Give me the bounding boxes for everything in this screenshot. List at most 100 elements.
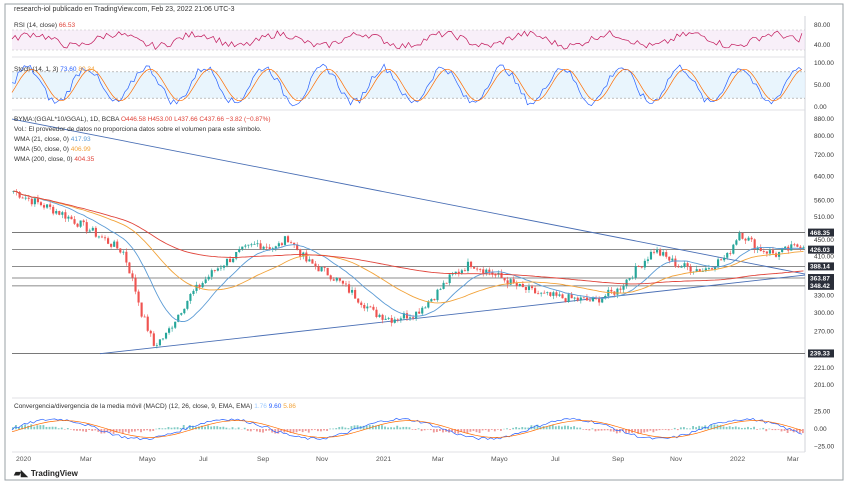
- candle-body: [30, 198, 33, 205]
- stoch-tick-label: 0.00: [814, 104, 827, 111]
- candle-body: [585, 297, 588, 301]
- macd-histogram-bar: [225, 427, 228, 430]
- candle-body: [323, 267, 326, 268]
- macd-histogram-bar: [60, 427, 63, 430]
- candle-body: [720, 259, 723, 261]
- wma50-line: [13, 190, 804, 304]
- tradingview-logo[interactable]: ▰◣ TradingView: [14, 468, 78, 479]
- macd-signal-value: 5.86: [283, 403, 296, 410]
- candle-body: [759, 247, 762, 252]
- macd-histogram-bar: [585, 429, 588, 431]
- macd-histogram-bar: [439, 429, 441, 432]
- macd-histogram-bar: [152, 429, 155, 431]
- candle-body: [695, 269, 698, 272]
- candle-body: [259, 243, 262, 249]
- rsi-tick-label: 80.00: [814, 22, 831, 29]
- candle-body: [49, 204, 52, 207]
- stoch-k-value: 73.60: [60, 66, 77, 73]
- candle-body: [415, 311, 418, 319]
- stoch-title: Stoch (14, 1, 3): [14, 66, 59, 73]
- macd-histogram-bar: [27, 425, 30, 430]
- macd-histogram-bar: [652, 429, 655, 433]
- level-price-tag-label: 239.33: [810, 351, 830, 358]
- candle-body: [698, 269, 701, 272]
- candle-body: [241, 246, 244, 250]
- candle-body: [424, 307, 427, 309]
- macd-histogram-bar: [475, 429, 478, 433]
- macd-tick-label: 0.00: [814, 426, 827, 433]
- candle-body: [469, 261, 473, 268]
- macd-histogram-bar: [664, 429, 667, 430]
- rsi-value: 66.53: [58, 22, 76, 29]
- level-price-tag-label: 348.42: [810, 283, 830, 290]
- candle-body: [192, 290, 195, 294]
- level-price-tag-label: 388.14: [810, 264, 830, 271]
- macd-histogram-bar: [368, 425, 371, 430]
- macd-histogram-bar: [750, 428, 752, 430]
- candle-body: [79, 220, 82, 227]
- macd-histogram-bar: [231, 427, 234, 430]
- macd-histogram-bar: [204, 426, 206, 430]
- candle-body: [768, 250, 771, 254]
- wma50-legend: WMA (50, close, 0) 406.99: [14, 146, 91, 153]
- candle-body: [683, 263, 686, 267]
- macd-histogram-bar: [381, 425, 383, 430]
- rsi-band: [12, 30, 805, 50]
- candle-body: [344, 283, 348, 285]
- candle-body: [277, 243, 280, 247]
- macd-histogram-bar: [188, 425, 191, 430]
- candle-body: [460, 270, 463, 274]
- candle-body: [329, 275, 332, 280]
- time-axis-label: 2020: [16, 456, 31, 463]
- candle-body: [213, 270, 216, 271]
- candle-body: [387, 317, 390, 319]
- candle-body: [107, 238, 110, 244]
- macd-histogram-bar: [707, 426, 710, 430]
- published-header: research-iol publicado en TradingView.co…: [14, 6, 235, 13]
- wma200-value: 404.35: [74, 156, 95, 163]
- macd-histogram-bar: [329, 428, 332, 430]
- candle-body: [521, 283, 524, 288]
- candle-body: [363, 304, 366, 309]
- candle-body: [665, 252, 668, 257]
- candle-body: [314, 263, 317, 267]
- candle-body: [744, 238, 747, 241]
- candle-body: [747, 237, 750, 241]
- candle-body: [85, 222, 88, 232]
- macd-histogram-bar: [82, 429, 84, 432]
- macd-histogram-bar: [332, 428, 335, 430]
- macd-histogram-bar: [103, 429, 106, 434]
- candle-body: [283, 236, 287, 245]
- macd-histogram-bar: [798, 429, 801, 434]
- candle-body: [122, 251, 125, 253]
- macd-histogram-bar: [39, 425, 42, 430]
- candle-body: [637, 266, 640, 267]
- macd-histogram-bar: [545, 426, 548, 430]
- candle-body: [729, 252, 732, 254]
- candle-body: [271, 248, 274, 250]
- macd-signal-line: [11, 420, 803, 438]
- candle-body: [643, 260, 646, 268]
- candle-body: [509, 279, 512, 285]
- macd-line-value: 9.60: [268, 403, 282, 410]
- candle-body: [143, 316, 146, 318]
- price-tick-label: 410.00: [814, 254, 834, 261]
- macd-histogram-bar: [365, 425, 368, 430]
- candle-body: [710, 268, 714, 270]
- candle-body: [36, 198, 39, 203]
- candle-body: [384, 318, 387, 320]
- price-tick-label: 880.00: [814, 116, 834, 123]
- price-tick-label: 800.00: [814, 133, 834, 140]
- macd-histogram-bar: [140, 429, 142, 433]
- macd-histogram-bar: [167, 427, 170, 430]
- macd-histogram-bar: [399, 427, 402, 430]
- macd-histogram-bar: [137, 429, 139, 431]
- candle-body: [357, 298, 360, 303]
- candle-body: [408, 317, 412, 319]
- macd-histogram-bar: [451, 429, 454, 432]
- stoch-d-line: [11, 68, 803, 102]
- candle-body: [265, 246, 268, 248]
- level-price-tag-label: 363.87: [810, 275, 830, 282]
- candle-body: [418, 311, 421, 314]
